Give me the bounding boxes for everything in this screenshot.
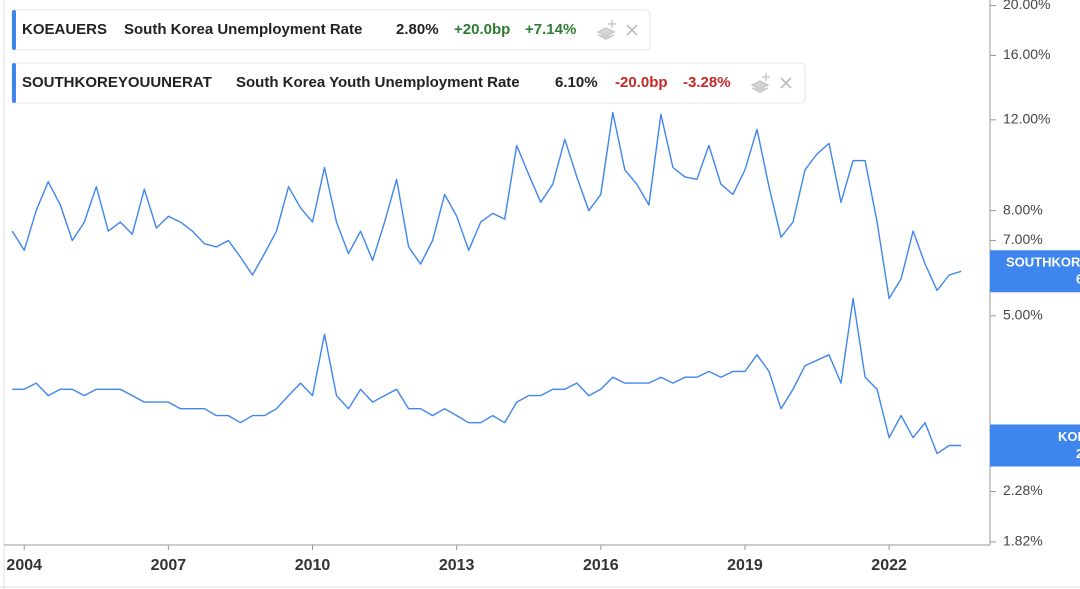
badge-symbol: KOEAUERS xyxy=(1058,429,1080,444)
badge-value: 2.80% xyxy=(1076,446,1080,461)
close-icon[interactable] xyxy=(780,77,792,89)
legend-name: South Korea Youth Unemployment Rate xyxy=(236,74,520,91)
legend-change-pct: -3.28% xyxy=(683,74,731,91)
legend-accent xyxy=(12,63,16,103)
close-icon[interactable] xyxy=(626,24,638,36)
series-line xyxy=(12,297,962,455)
x-tick-label: 2013 xyxy=(439,557,475,574)
series-line xyxy=(11,111,962,300)
legend-last: 6.10% xyxy=(555,74,598,91)
x-tick-label: 2004 xyxy=(6,557,42,574)
y-tick-label: 16.00% xyxy=(1003,46,1050,62)
x-tick-label: 2022 xyxy=(871,557,907,574)
x-tick-label: 2007 xyxy=(151,557,187,574)
y-tick-label: 1.82% xyxy=(1003,533,1043,549)
x-tick-label: 2019 xyxy=(727,557,763,574)
legend-change-bp: +20.0bp xyxy=(454,21,510,38)
last-value-badge xyxy=(990,424,1080,467)
legend-accent xyxy=(12,10,16,50)
legend-change-bp: -20.0bp xyxy=(615,74,668,91)
last-value-badge xyxy=(990,250,1080,293)
y-tick-label: 2.28% xyxy=(1003,482,1043,498)
legend-change-pct: +7.14% xyxy=(525,21,576,38)
legend-last: 2.80% xyxy=(396,21,439,38)
stack-icon[interactable] xyxy=(596,20,616,40)
y-tick-label: 20.00% xyxy=(1003,0,1050,12)
x-tick-label: 2016 xyxy=(583,557,619,574)
badge-symbol: SOUTHKOREYOUUNERAT xyxy=(1006,255,1080,270)
legend-symbol: SOUTHKOREYOUUNERAT xyxy=(22,74,212,91)
y-tick-label: 5.00% xyxy=(1003,306,1043,322)
y-tick-label: 12.00% xyxy=(1003,111,1050,127)
legend-name: South Korea Unemployment Rate xyxy=(124,21,362,38)
y-tick-label: 8.00% xyxy=(1003,201,1043,217)
x-tick-label: 2010 xyxy=(295,557,331,574)
badge-value: 6.10% xyxy=(1076,272,1080,287)
stack-icon[interactable] xyxy=(750,73,770,93)
y-tick-label: 7.00% xyxy=(1003,231,1043,247)
legend-symbol: KOEAUERS xyxy=(22,21,107,38)
